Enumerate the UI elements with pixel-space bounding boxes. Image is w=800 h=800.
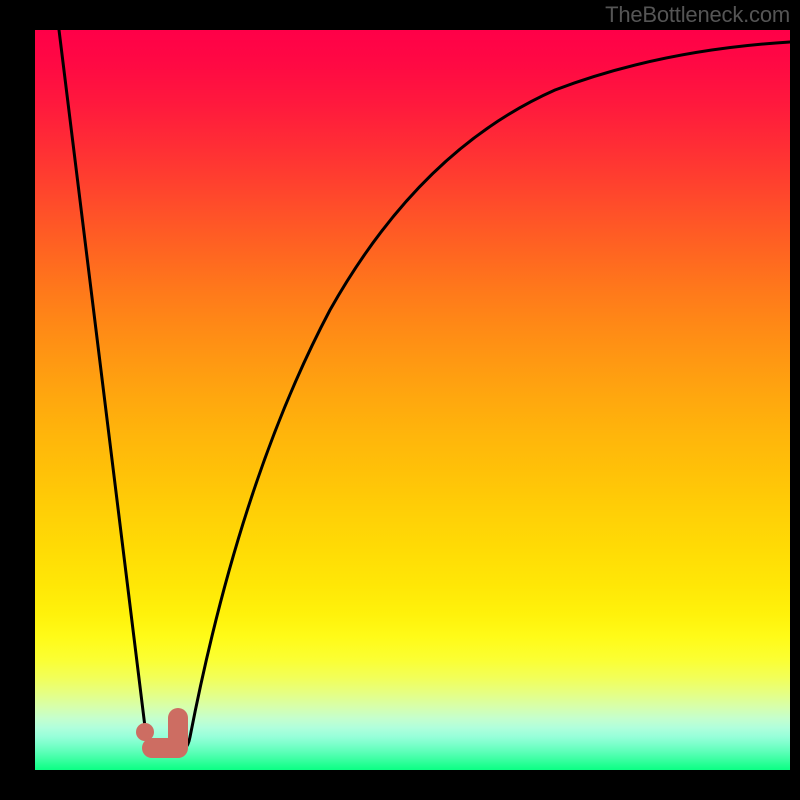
chart-container: { "watermark": "TheBottleneck.com", "cha… — [0, 0, 800, 800]
gradient-background — [35, 30, 790, 770]
watermark-text: TheBottleneck.com — [605, 2, 790, 28]
chart-svg — [0, 0, 800, 800]
